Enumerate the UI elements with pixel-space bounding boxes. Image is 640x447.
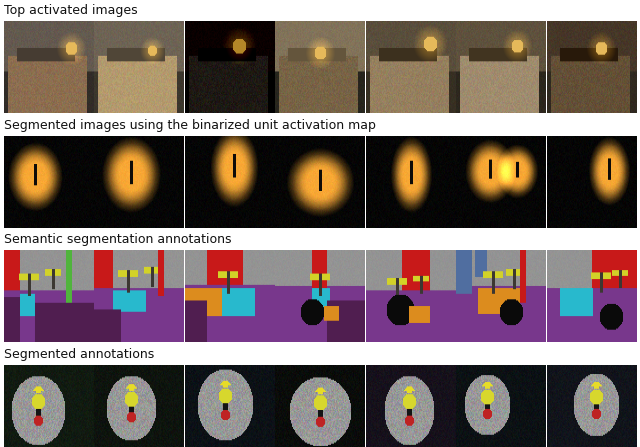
Text: Top activated images: Top activated images <box>4 4 138 17</box>
Text: Segmented annotations: Segmented annotations <box>4 347 155 361</box>
Text: Semantic segmentation annotations: Semantic segmentation annotations <box>4 233 232 246</box>
Text: Segmented images using the binarized unit activation map: Segmented images using the binarized uni… <box>4 118 376 132</box>
